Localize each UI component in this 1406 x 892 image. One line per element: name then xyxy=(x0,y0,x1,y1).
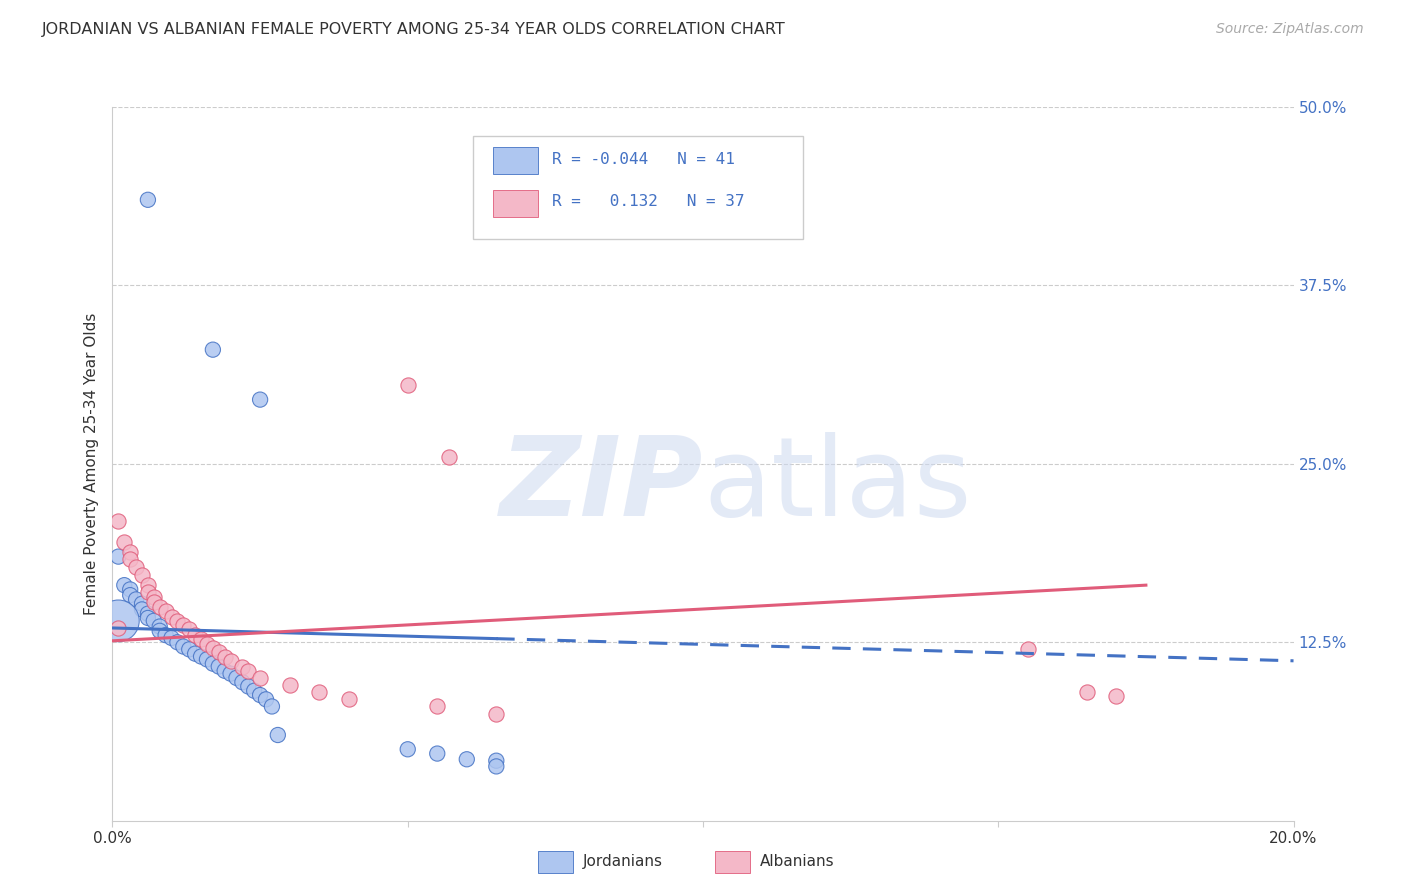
Point xyxy=(396,742,419,756)
Point xyxy=(172,618,194,632)
Point xyxy=(190,649,212,664)
Point xyxy=(120,582,142,597)
Point xyxy=(195,637,218,651)
Point xyxy=(131,568,153,582)
Text: Source: ZipAtlas.com: Source: ZipAtlas.com xyxy=(1216,22,1364,37)
Point xyxy=(155,628,177,642)
Point xyxy=(172,640,194,654)
Point xyxy=(1076,685,1098,699)
Point xyxy=(238,664,260,678)
Text: JORDANIAN VS ALBANIAN FEMALE POVERTY AMONG 25-34 YEAR OLDS CORRELATION CHART: JORDANIAN VS ALBANIAN FEMALE POVERTY AMO… xyxy=(42,22,786,37)
Point xyxy=(437,450,460,464)
Point xyxy=(131,602,153,616)
Point xyxy=(214,664,236,678)
Point xyxy=(107,549,129,564)
Point xyxy=(1017,642,1039,657)
Point xyxy=(219,654,242,668)
FancyBboxPatch shape xyxy=(492,147,537,174)
Point xyxy=(260,699,283,714)
Point xyxy=(267,728,290,742)
Point xyxy=(201,657,224,671)
Point xyxy=(125,592,148,607)
Point xyxy=(136,611,159,625)
Text: R =   0.132   N = 37: R = 0.132 N = 37 xyxy=(551,194,744,210)
Point xyxy=(219,666,242,681)
FancyBboxPatch shape xyxy=(537,851,574,872)
Point xyxy=(166,614,188,628)
Point xyxy=(166,635,188,649)
Point xyxy=(249,671,271,685)
Point xyxy=(149,619,172,633)
Text: Jordanians: Jordanians xyxy=(582,854,662,869)
Point xyxy=(485,759,508,773)
Point xyxy=(190,632,212,647)
Point xyxy=(142,590,165,604)
Point xyxy=(160,609,183,624)
Point xyxy=(179,623,201,637)
Point xyxy=(426,699,449,714)
Point xyxy=(136,578,159,592)
Point xyxy=(201,343,224,357)
Point xyxy=(201,640,224,655)
Point xyxy=(225,671,247,685)
Point xyxy=(396,378,419,392)
Point xyxy=(136,193,159,207)
Point xyxy=(208,659,231,673)
Point xyxy=(149,624,172,638)
Point xyxy=(485,706,508,721)
Point xyxy=(231,675,253,690)
Point xyxy=(231,659,253,673)
Point xyxy=(426,747,449,761)
Point xyxy=(107,614,129,628)
Point xyxy=(485,754,508,768)
Y-axis label: Female Poverty Among 25-34 Year Olds: Female Poverty Among 25-34 Year Olds xyxy=(83,313,98,615)
Point xyxy=(238,680,260,694)
Point xyxy=(142,595,165,609)
Point xyxy=(184,647,207,661)
Point xyxy=(155,604,177,618)
Point xyxy=(249,392,271,407)
Point xyxy=(184,628,207,642)
Point xyxy=(214,649,236,664)
Point xyxy=(120,545,142,559)
Point xyxy=(243,683,266,698)
Point xyxy=(456,752,478,766)
Point xyxy=(254,692,277,706)
Text: Albanians: Albanians xyxy=(759,854,834,869)
Text: atlas: atlas xyxy=(703,432,972,539)
Point xyxy=(120,552,142,566)
Point xyxy=(337,692,360,706)
Point xyxy=(131,597,153,611)
Point xyxy=(1105,690,1128,704)
FancyBboxPatch shape xyxy=(472,136,803,239)
FancyBboxPatch shape xyxy=(714,851,751,872)
Point xyxy=(149,599,172,614)
Point xyxy=(179,642,201,657)
Point xyxy=(136,585,159,599)
Point xyxy=(107,621,129,635)
Point xyxy=(195,652,218,666)
Point xyxy=(249,688,271,702)
Text: R = -0.044   N = 41: R = -0.044 N = 41 xyxy=(551,152,735,167)
Point xyxy=(112,535,135,549)
Point xyxy=(112,578,135,592)
Point xyxy=(160,631,183,645)
Point xyxy=(278,678,301,692)
Point xyxy=(142,614,165,628)
Point xyxy=(107,514,129,528)
Point xyxy=(125,559,148,574)
Point xyxy=(136,607,159,621)
FancyBboxPatch shape xyxy=(492,190,537,217)
Point xyxy=(308,685,330,699)
Text: ZIP: ZIP xyxy=(499,432,703,539)
Point xyxy=(208,645,231,659)
Point xyxy=(120,588,142,602)
